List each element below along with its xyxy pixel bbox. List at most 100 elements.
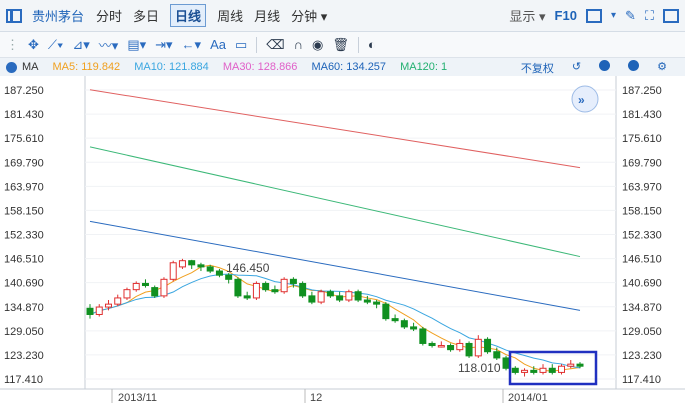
channel-tool-icon[interactable]: ⊿▾ (72, 36, 90, 52)
grip-icon: ⋮ (6, 36, 19, 52)
display-dropdown[interactable]: 显示 ▾ (509, 9, 546, 24)
undo-icon[interactable]: ↺ (571, 61, 582, 73)
price-label-right: 152.330 (622, 230, 662, 242)
candle-body (521, 369, 529, 373)
fullscreen-icon[interactable]: ⛶ (644, 7, 654, 23)
candle-body (132, 282, 140, 291)
window-icon[interactable] (585, 8, 602, 23)
candle-body (428, 342, 436, 347)
candle-body (215, 270, 223, 276)
candle-body (465, 342, 473, 357)
magnet-icon[interactable]: ∩ (293, 37, 304, 52)
candle-body (114, 297, 122, 305)
price-label-right: 187.250 (622, 85, 662, 97)
candle-body (447, 345, 455, 351)
price-label-right: 146.510 (622, 254, 662, 266)
price-label-left: 158.150 (4, 205, 44, 217)
tab-fenshi[interactable]: 分时 (96, 9, 123, 24)
stock-name: 贵州茅台 (32, 9, 85, 24)
no-restore-dropdown[interactable]: 不复权 (520, 63, 554, 75)
candle-body (169, 262, 177, 280)
candle-body (197, 264, 205, 268)
candle-body (456, 342, 464, 351)
ma10-line (89, 273, 581, 369)
line-tool-icon[interactable]: ⟋▾ (47, 36, 64, 52)
ma60-line (89, 146, 581, 258)
link-icon[interactable]: ◐ (367, 37, 376, 52)
price-label-right: 175.610 (622, 133, 662, 145)
sidebar-toggle-icon[interactable] (663, 8, 679, 23)
remove-icon[interactable] (628, 60, 640, 71)
ma5-line (89, 264, 581, 372)
price-label-right: 140.690 (622, 278, 662, 290)
eraser-icon[interactable]: ⌫ (266, 36, 285, 52)
comment-icon[interactable]: ▭ (234, 36, 248, 52)
price-label-right: 158.150 (622, 205, 662, 217)
settings-icon[interactable]: ⚙ (657, 61, 667, 73)
candle-body (188, 260, 196, 266)
candle-body (419, 328, 427, 344)
text-tool-icon[interactable]: Aa (210, 37, 226, 52)
double-chevron-right-icon: » (578, 93, 585, 107)
candle-body (280, 278, 288, 293)
candle-body (308, 295, 316, 303)
add-icon[interactable] (599, 60, 611, 71)
price-label-left: 175.610 (4, 133, 44, 145)
panel-toggle-icon[interactable] (6, 8, 22, 23)
wave-tool-icon[interactable]: 〰▾ (98, 38, 119, 53)
candle-body (123, 289, 131, 299)
price-label-left: 187.250 (4, 85, 44, 97)
trash-icon[interactable]: 🗑 (332, 36, 349, 52)
high-annotation: 146.450 (226, 261, 270, 275)
candle-body (86, 307, 94, 315)
divider (256, 36, 258, 53)
candle-body (299, 282, 307, 297)
price-label-right: 181.430 (622, 109, 662, 121)
price-label-right: 163.970 (622, 181, 662, 193)
price-label-right: 129.050 (622, 326, 662, 338)
date-label: 2014/01 (508, 392, 548, 404)
divider (357, 36, 359, 53)
price-label-left: 129.050 (4, 326, 44, 338)
ma-toggle-icon[interactable] (6, 61, 17, 73)
tab-fenzhong[interactable]: 分钟 ▾ (291, 9, 328, 24)
ma30-line (89, 220, 581, 311)
arrow-tool-icon[interactable]: ←▾ (181, 36, 202, 52)
candle-body (493, 351, 501, 359)
tab-rixian[interactable]: 日线 (170, 4, 207, 27)
fib-tool-icon[interactable]: ▤▾ (127, 36, 147, 52)
crosshair-icon[interactable]: ✥ (28, 36, 39, 52)
price-label-right: 123.230 (622, 350, 662, 362)
tab-yuexian[interactable]: 月线 (254, 9, 281, 24)
tab-duori[interactable]: 多日 (133, 9, 160, 24)
candle-body (539, 367, 547, 373)
candle-body (484, 338, 492, 353)
ma120-line (89, 89, 581, 169)
ma5-value: MA5: 119.842 (52, 61, 121, 73)
pencil-icon[interactable]: ✎ (624, 7, 636, 23)
candle-body (410, 326, 418, 330)
expand-button[interactable] (571, 85, 599, 113)
candle-body (400, 320, 408, 328)
candle-body (530, 369, 538, 373)
candle-body (326, 291, 334, 297)
candle-body (151, 287, 159, 297)
candle-body (354, 291, 362, 301)
ma30-value: MA30: 128.866 (222, 61, 298, 73)
tab-zhouxian[interactable]: 周线 (217, 9, 244, 24)
chevron-down-icon[interactable]: ▾ (610, 10, 616, 21)
candle-body (252, 282, 260, 299)
eye-icon[interactable]: ◉ (312, 36, 324, 52)
candle-body (548, 367, 556, 373)
low-annotation: 118.010 (458, 361, 501, 375)
price-label-right: 169.790 (622, 157, 662, 169)
candle-body (363, 299, 371, 303)
candle-body (511, 367, 519, 373)
range-tool-icon[interactable]: ⇥▾ (155, 36, 173, 52)
kline-chart[interactable]: 187.250 181.430 175.610 169.790 163.970 158.1… (0, 76, 685, 411)
price-label-left: 117.410 (4, 374, 43, 386)
candle-body (206, 266, 214, 272)
price-label-left: 134.870 (4, 302, 44, 314)
drawing-toolbar: ⋮ ✥ ⟋▾ ⊿▾ 〰▾ ▤▾ ⇥▾ ←▾ Aa ▭ ⌫ ∩ ◉ 🗑 ◐ (0, 32, 685, 58)
f10-button[interactable]: F10 (554, 8, 577, 23)
